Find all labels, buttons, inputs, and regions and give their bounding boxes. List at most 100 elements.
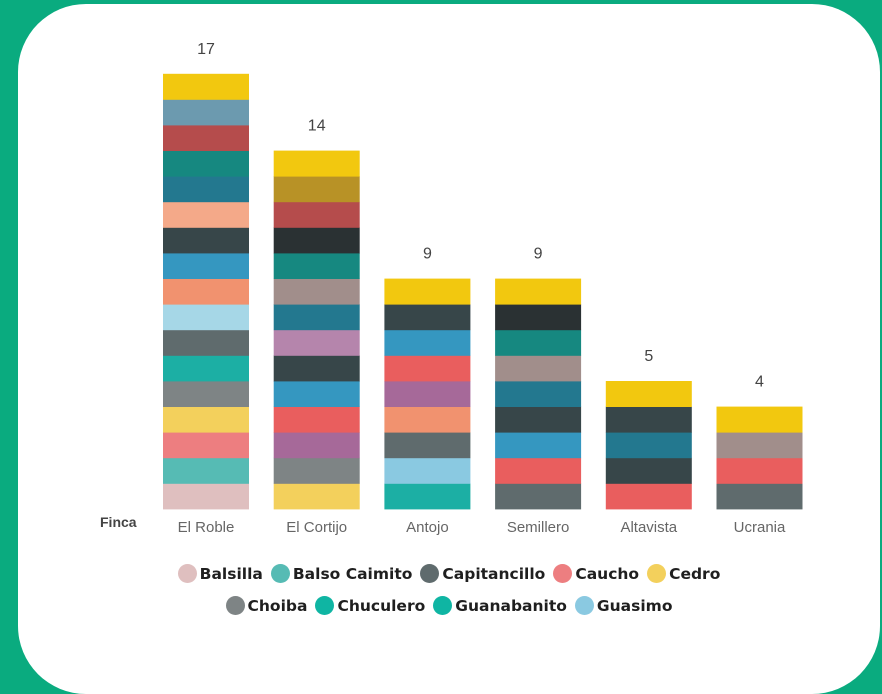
- legend-item[interactable]: Cedro: [647, 564, 720, 583]
- bar-segment[interactable]: [163, 406, 249, 433]
- bar-segment[interactable]: [495, 278, 582, 305]
- legend-swatch: [574, 596, 594, 615]
- bar-segment[interactable]: [495, 432, 582, 459]
- bar-segment[interactable]: [273, 253, 360, 279]
- bar-segment[interactable]: [495, 483, 582, 510]
- bar-segment[interactable]: [605, 432, 692, 459]
- legend-swatch: [225, 596, 245, 615]
- bar-segment[interactable]: [163, 355, 249, 382]
- x-tick-label: Semillero: [507, 519, 570, 536]
- legend-swatch: [553, 564, 573, 583]
- bar-segment[interactable]: [163, 381, 249, 407]
- bar-segment[interactable]: [273, 201, 360, 228]
- bar-segment[interactable]: [716, 457, 803, 484]
- bar-segment[interactable]: [273, 278, 360, 305]
- x-tick-label: Antojo: [406, 519, 449, 536]
- bar-segment[interactable]: [163, 201, 249, 228]
- bar-segment[interactable]: [495, 406, 582, 433]
- bar-segment[interactable]: [163, 73, 249, 100]
- data-label: 9: [423, 246, 432, 263]
- bar-segment[interactable]: [495, 329, 582, 356]
- x-tick-label: Ucrania: [734, 519, 786, 536]
- bar-segment[interactable]: [384, 457, 471, 484]
- legend-swatch: [420, 564, 440, 583]
- bar-segment[interactable]: [163, 99, 249, 126]
- legend-label: Balso Caimito: [292, 564, 413, 583]
- x-tick-label: Altavista: [620, 519, 677, 536]
- legend-label: Cedro: [669, 564, 721, 583]
- legend-label: Chuculero: [337, 596, 426, 615]
- legend-item[interactable]: Balso Caimito: [270, 564, 413, 583]
- bar-segment[interactable]: [605, 381, 692, 407]
- data-label: 9: [534, 246, 543, 263]
- legend-item[interactable]: Capitancillo: [420, 564, 545, 583]
- bar-segment[interactable]: [273, 150, 360, 177]
- bar-segment[interactable]: [384, 355, 471, 382]
- bar-segment[interactable]: [605, 406, 692, 433]
- bar-segment[interactable]: [163, 304, 249, 331]
- bar-segment[interactable]: [384, 304, 471, 331]
- bar-segment[interactable]: [495, 457, 582, 484]
- data-label: 14: [308, 118, 326, 135]
- bar-segment[interactable]: [605, 457, 692, 484]
- bar-segment[interactable]: [273, 355, 360, 382]
- x-tick-label: El Roble: [178, 519, 235, 536]
- bar-segment[interactable]: [384, 329, 471, 356]
- bar-segment[interactable]: [495, 381, 582, 407]
- bar-segment[interactable]: [605, 483, 692, 510]
- legend-swatch: [270, 564, 290, 583]
- bar-segment[interactable]: [163, 329, 249, 356]
- bar-segment[interactable]: [273, 483, 360, 510]
- legend-item[interactable]: Balsilla: [177, 564, 263, 583]
- legend-item[interactable]: Caucho: [553, 564, 639, 583]
- bar-segment[interactable]: [384, 406, 471, 433]
- bar-segment[interactable]: [495, 355, 582, 382]
- bar-segment[interactable]: [163, 457, 249, 484]
- legend-swatch: [177, 564, 197, 583]
- legend-swatch: [433, 596, 453, 615]
- x-tick-label: El Cortijo: [286, 519, 347, 536]
- legend-item[interactable]: Choiba: [225, 596, 308, 615]
- data-label: 4: [755, 374, 764, 391]
- bar-segment[interactable]: [384, 432, 471, 459]
- legend-item[interactable]: Guanabanito: [433, 596, 567, 615]
- bar-segment[interactable]: [273, 304, 360, 331]
- legend-label: Guasimo: [596, 596, 673, 615]
- bar-segment[interactable]: [716, 483, 803, 510]
- legend-label: Capitancillo: [442, 564, 546, 583]
- legend-item[interactable]: Guasimo: [574, 596, 673, 615]
- legend-item[interactable]: Chuculero: [315, 596, 425, 615]
- legend-label: Caucho: [575, 564, 640, 583]
- data-label: 5: [644, 348, 653, 365]
- legend-label: Choiba: [247, 596, 308, 615]
- bar-segment[interactable]: [163, 150, 249, 177]
- bar-segment[interactable]: [273, 176, 360, 203]
- legend-row-2: Choiba Chuculero Guanabanito Guasimo: [18, 596, 880, 615]
- bar-segment[interactable]: [273, 432, 360, 459]
- legend-label: Balsilla: [199, 564, 263, 583]
- bar-segment[interactable]: [163, 125, 249, 151]
- bar-segment[interactable]: [163, 176, 249, 203]
- bar-segment[interactable]: [273, 227, 360, 254]
- bar-segment[interactable]: [384, 278, 471, 305]
- legend-label: Guanabanito: [455, 596, 567, 615]
- bar-segment[interactable]: [384, 381, 471, 407]
- legend-swatch: [647, 564, 667, 583]
- bar-segment[interactable]: [495, 304, 582, 331]
- legend-swatch: [315, 596, 335, 615]
- bar-segment[interactable]: [273, 406, 360, 433]
- stacked-bar-chart: 17 El Roble 14 El Cortijo 9 Antojo 9 Semillero 5…: [100, 41, 803, 536]
- bar-segment[interactable]: [273, 381, 360, 407]
- data-label: 17: [197, 41, 215, 58]
- bar-segment[interactable]: [163, 253, 249, 279]
- bar-segment[interactable]: [163, 227, 249, 254]
- bar-segment[interactable]: [716, 432, 803, 459]
- bar-segment[interactable]: [163, 483, 249, 510]
- bar-segment[interactable]: [273, 457, 360, 484]
- legend-row-1: Balsilla Balso Caimito Capitancillo Caucho C…: [18, 564, 880, 583]
- bar-segment[interactable]: [716, 406, 803, 433]
- bar-segment[interactable]: [163, 432, 249, 459]
- bar-segment[interactable]: [163, 278, 249, 305]
- bar-segment[interactable]: [384, 483, 471, 510]
- bar-segment[interactable]: [273, 329, 360, 356]
